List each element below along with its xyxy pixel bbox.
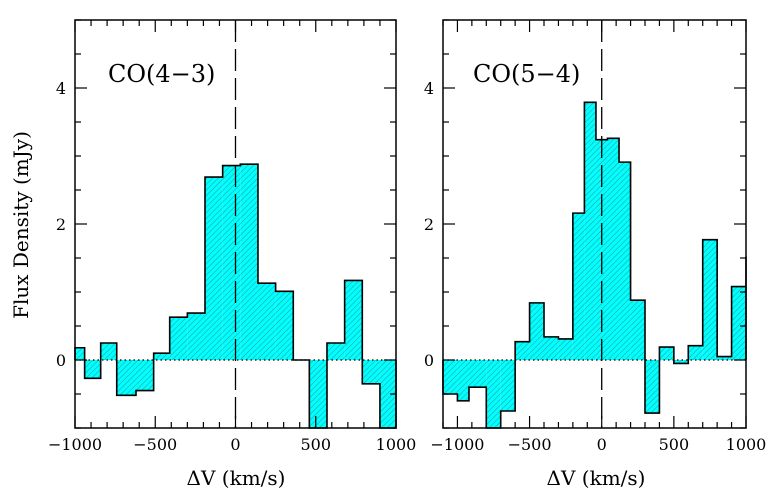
co54-bins xyxy=(443,102,746,428)
co54-y-tick-label: 0 xyxy=(424,351,434,370)
co54-bin-8 xyxy=(558,338,573,360)
co54-bin-18 xyxy=(688,345,703,360)
co54-bin-13 xyxy=(619,162,631,360)
co43-x-tick-label: 0 xyxy=(230,435,240,454)
co54-bin-5 xyxy=(515,341,530,360)
co54-x-tick-label: 0 xyxy=(597,435,607,454)
co43-step-outline xyxy=(74,163,397,429)
co43-bin-8 xyxy=(205,177,223,360)
co54-x-tick-label: 1000 xyxy=(726,435,767,454)
co43-bin-14 xyxy=(309,360,327,428)
co54-x-axis-title: ΔV (km/s) xyxy=(547,466,646,490)
co43-ticks xyxy=(74,19,397,429)
co43-bin-2 xyxy=(100,343,117,360)
co43-y-tick-label: 0 xyxy=(56,351,66,370)
co43-bin-1 xyxy=(84,360,101,379)
co54-bin-9 xyxy=(572,213,585,360)
co43-bin-6 xyxy=(169,317,188,360)
co43-x-tick-label: −500 xyxy=(133,435,177,454)
co43-panel-label: CO(4−3) xyxy=(108,60,215,88)
co43-bin-7 xyxy=(187,313,206,360)
co54-panel: CO(5−4) ΔV (km/s) −1000 −500 0 500 1000 0 2 4 xyxy=(424,19,767,490)
co43-x-tick-label: 1000 xyxy=(376,435,417,454)
co43-y-tick-label: 2 xyxy=(56,215,66,234)
co43-bin-16 xyxy=(344,280,363,360)
co43-x-axis-title: ΔV (km/s) xyxy=(187,466,286,490)
co43-bin-17 xyxy=(362,360,380,384)
co43-bin-5 xyxy=(153,353,170,360)
y-axis-title: Flux Density (mJy) xyxy=(9,131,33,319)
co54-x-tick-label: −1000 xyxy=(430,435,484,454)
co54-y-tick-label: 2 xyxy=(424,215,434,234)
co54-panel-label: CO(5−4) xyxy=(473,60,580,88)
co54-bin-12 xyxy=(607,138,620,360)
co43-bin-9 xyxy=(222,165,241,360)
co54-x-tick-label: −500 xyxy=(508,435,552,454)
co54-bin-0 xyxy=(443,360,458,394)
co43-y-tick-label: 4 xyxy=(56,79,66,98)
co54-bin-2 xyxy=(468,360,487,388)
co43-bin-3 xyxy=(116,360,136,396)
co54-bin-4 xyxy=(500,360,516,411)
co54-bin-20 xyxy=(717,356,732,360)
co54-bin-10 xyxy=(584,102,596,360)
co43-x-tick-label: −1000 xyxy=(48,435,102,454)
co54-bin-7 xyxy=(544,336,559,360)
co54-bin-16 xyxy=(659,347,674,360)
co54-bin-21 xyxy=(731,286,746,360)
co43-x-tick-label: 500 xyxy=(300,435,331,454)
co43-panel: CO(4−3) ΔV (km/s) −1000 −500 0 500 1000 0 2 4 xyxy=(48,19,417,490)
co54-y-tick-label: 4 xyxy=(424,79,434,98)
co43-bin-0 xyxy=(75,347,85,360)
co54-ticks xyxy=(442,19,747,429)
co43-bin-11 xyxy=(257,283,276,360)
co43-bin-12 xyxy=(275,291,294,360)
co43-bin-4 xyxy=(135,360,154,391)
co54-bin-6 xyxy=(529,302,544,360)
co54-bin-14 xyxy=(630,300,645,360)
co43-bin-18 xyxy=(379,360,396,428)
co43-bin-10 xyxy=(240,164,258,360)
co54-bin-15 xyxy=(645,360,660,414)
co54-bin-17 xyxy=(673,360,689,364)
co54-x-tick-label: 500 xyxy=(659,435,690,454)
co43-bin-15 xyxy=(326,343,345,360)
co54-bin-1 xyxy=(457,360,469,401)
co54-bin-19 xyxy=(702,239,718,360)
co54-bin-3 xyxy=(486,360,501,428)
co54-bin-11 xyxy=(595,139,608,360)
